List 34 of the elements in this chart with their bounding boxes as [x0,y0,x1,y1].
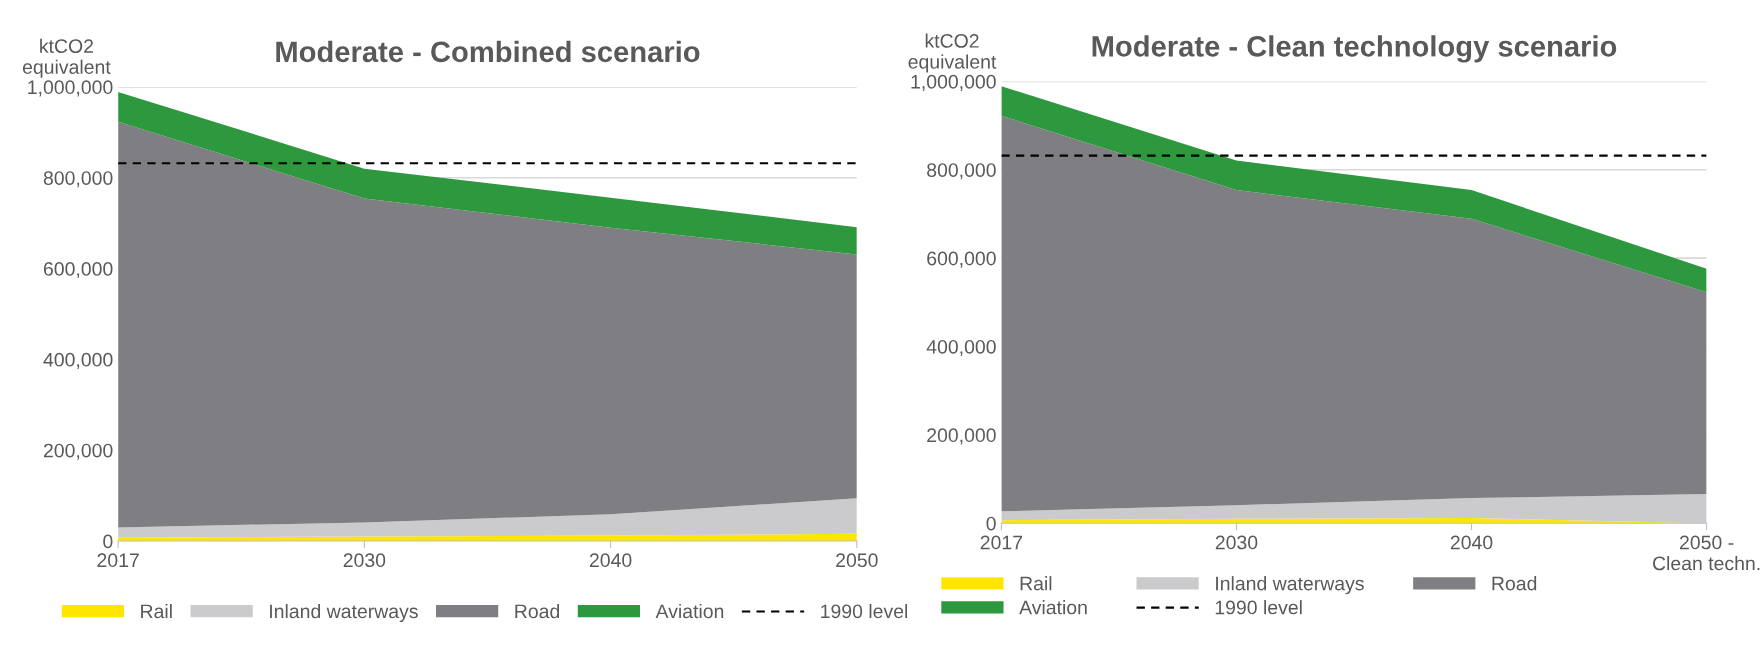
y-tick-label: 800,000 [927,163,996,180]
x-tick-label: 2017 [97,553,139,568]
legend-label: Inland waterways [1216,576,1364,595]
y-tick-label: 600,000 [927,251,996,268]
legend-label: Aviation [1019,600,1087,615]
x-tick-label: 2050 - Clean techn. [1652,535,1760,571]
y-axis-title: ktCO2 equivalent [22,38,111,78]
x-tick-label: 2017 [980,535,1023,550]
y-tick-label: 400,000 [43,352,113,369]
y-tick-label: 200,000 [927,428,996,445]
legend-label: Road [1492,576,1537,591]
legend-label: Aviation [655,603,724,619]
legend-label: Rail [1020,576,1052,591]
x-tick-label: 2030 [1215,535,1258,550]
x-tick-label: 2040 [1450,535,1493,550]
legend-label: 1990 level [1215,600,1302,615]
y-tick-label: 1,000,000 [911,74,996,91]
legend-label: Road [515,603,560,619]
y-tick-label: 1,000,000 [28,80,113,97]
y-axis-title: ktCO2 equivalent [908,33,997,73]
legend-label: Rail [141,603,172,619]
x-tick-label: 2030 [343,553,386,568]
y-tick-label: 400,000 [926,339,996,357]
chart-title: Moderate - Clean technology scenario [1092,35,1617,63]
y-tick-label: 600,000 [43,262,113,279]
legend-label: 1990 level [821,603,908,619]
x-tick-label: 2050 [836,553,878,568]
legend-label: Inland waterways [270,603,418,623]
chart-title: Moderate - Combined scenario [276,40,700,63]
x-tick-label: 2040 [589,553,632,568]
y-tick-label: 0 [103,534,113,549]
y-tick-label: 200,000 [43,443,113,460]
y-tick-label: 800,000 [43,171,113,188]
y-tick-label: 0 [986,516,996,531]
